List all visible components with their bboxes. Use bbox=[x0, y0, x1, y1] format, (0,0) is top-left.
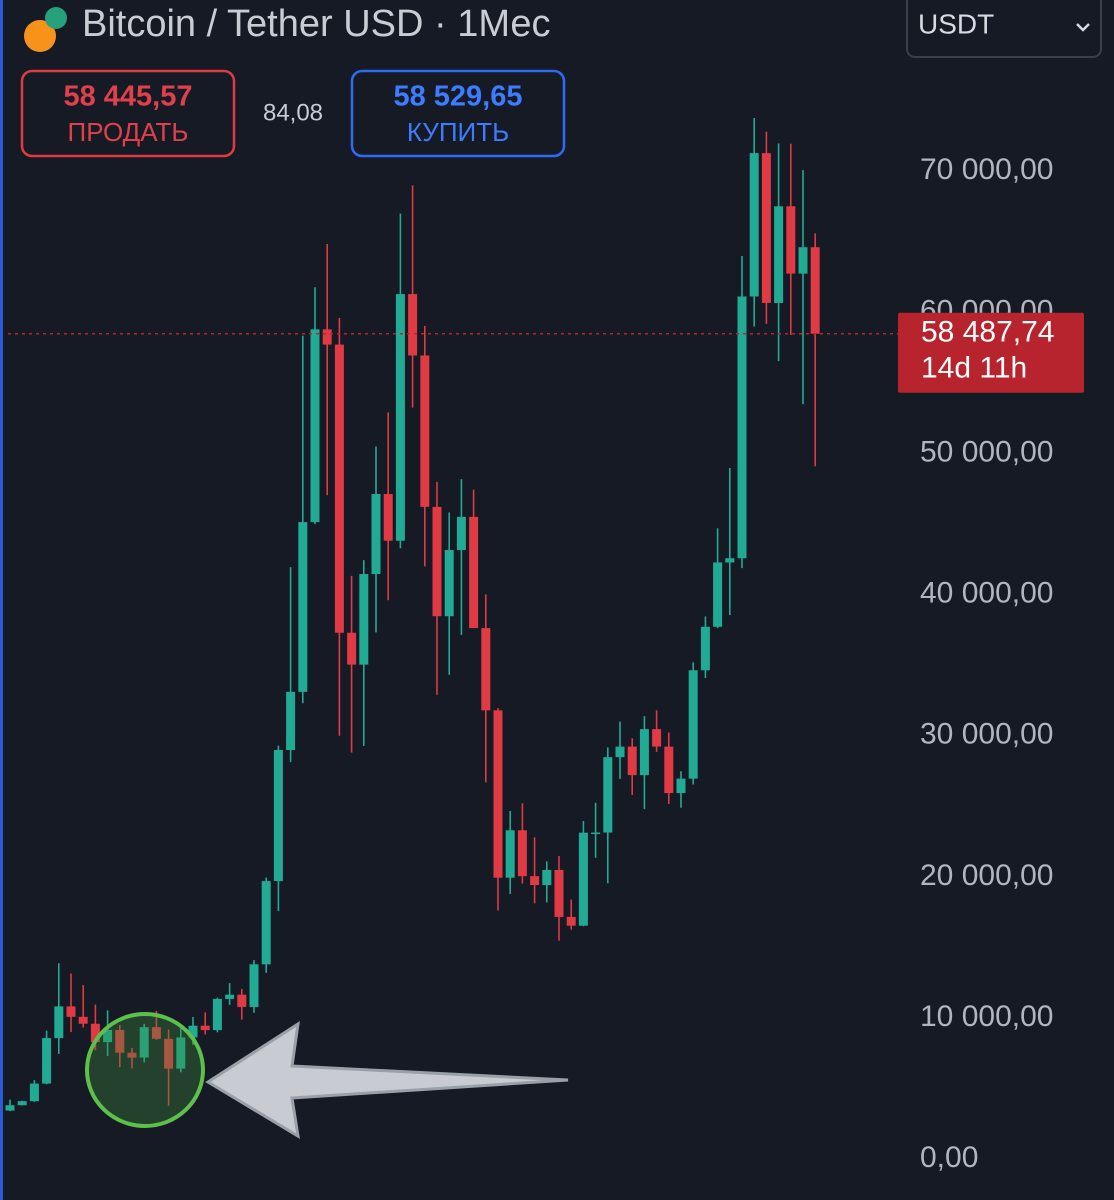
candle-body bbox=[639, 729, 649, 776]
candle-body bbox=[725, 558, 735, 563]
symbol-title: Bitcoin / Tether USD · 1Мес bbox=[82, 3, 551, 45]
candle-body bbox=[237, 994, 247, 1007]
candle-body bbox=[383, 494, 393, 541]
candle-body bbox=[310, 329, 320, 523]
candle-body bbox=[347, 632, 357, 665]
candle-body bbox=[78, 1016, 88, 1024]
candle-body bbox=[66, 1006, 76, 1017]
candle-body bbox=[688, 670, 698, 779]
candle-body bbox=[261, 881, 271, 965]
candle-body bbox=[456, 516, 466, 551]
frame-edge bbox=[0, 0, 3, 1200]
candle-body bbox=[200, 1025, 210, 1031]
candle-body bbox=[54, 1006, 64, 1039]
candle-body bbox=[334, 344, 344, 633]
candle-body bbox=[420, 355, 430, 507]
candle-body bbox=[493, 710, 503, 878]
candle-body bbox=[444, 550, 454, 617]
candle-body bbox=[212, 998, 222, 1031]
candle-body bbox=[615, 746, 625, 758]
last-price-label: 58 487,74 bbox=[921, 316, 1054, 349]
candle-body bbox=[273, 750, 283, 882]
candle-body bbox=[517, 830, 527, 877]
candle-body bbox=[578, 832, 588, 926]
candle-body bbox=[591, 832, 601, 835]
candle-body bbox=[554, 869, 564, 917]
y-tick-label: 0,00 bbox=[920, 1141, 978, 1174]
buy-label: КУПИТЬ bbox=[407, 117, 509, 147]
candle-body bbox=[249, 964, 259, 1007]
candle-body bbox=[151, 1027, 161, 1039]
candle-body bbox=[90, 1023, 100, 1043]
candle-body bbox=[359, 574, 369, 665]
y-tick-label: 20 000,00 bbox=[920, 859, 1053, 892]
candle-body bbox=[395, 294, 405, 541]
spread: 84,08 bbox=[263, 99, 323, 126]
candle-body bbox=[225, 994, 235, 999]
candle-body bbox=[700, 626, 710, 671]
candle-body bbox=[115, 1029, 125, 1053]
candle-body bbox=[5, 1105, 15, 1111]
sell-price: 58 445,57 bbox=[63, 81, 192, 113]
candle-body bbox=[42, 1038, 52, 1084]
candle-body bbox=[298, 522, 308, 692]
candle-body bbox=[737, 296, 747, 559]
candle-body bbox=[652, 729, 662, 747]
candle-body bbox=[566, 916, 576, 926]
candle-body bbox=[810, 247, 820, 334]
candle-body bbox=[530, 876, 540, 886]
candle-body bbox=[432, 506, 442, 617]
candle-body bbox=[774, 206, 784, 303]
candle-body bbox=[749, 153, 759, 297]
candle-body bbox=[139, 1027, 149, 1058]
sell-label: ПРОДАТЬ bbox=[68, 117, 189, 147]
candle-body bbox=[505, 830, 515, 878]
candle-body bbox=[371, 494, 381, 575]
y-tick-label: 40 000,00 bbox=[920, 577, 1053, 610]
tether-icon bbox=[45, 7, 67, 29]
buy-price: 58 529,65 bbox=[393, 81, 522, 113]
candle-body bbox=[322, 329, 332, 345]
last-price-tag bbox=[898, 312, 1084, 393]
sell-button[interactable] bbox=[20, 69, 236, 158]
candle-body bbox=[188, 1025, 198, 1038]
candle-body bbox=[469, 516, 479, 629]
bitcoin-icon bbox=[24, 20, 56, 52]
dropdown-chevron bbox=[1076, 23, 1090, 32]
pointer-arrow bbox=[205, 1020, 569, 1139]
candle-body bbox=[17, 1101, 27, 1106]
candle-body bbox=[103, 1029, 113, 1043]
candle-body bbox=[761, 153, 771, 303]
candle-body bbox=[542, 869, 552, 886]
highlight-ellipse bbox=[85, 1012, 205, 1128]
buy-button[interactable] bbox=[350, 69, 566, 158]
candle-body bbox=[408, 294, 418, 356]
y-tick-label: 50 000,00 bbox=[920, 435, 1053, 468]
currency-label: USDT bbox=[918, 8, 994, 39]
y-tick-label: 70 000,00 bbox=[920, 153, 1053, 186]
candle-body bbox=[676, 778, 686, 794]
candle-body bbox=[164, 1038, 174, 1069]
y-tick-label: 30 000,00 bbox=[920, 718, 1053, 751]
candle-body bbox=[481, 628, 491, 711]
y-tick-label: 10 000,00 bbox=[920, 1000, 1053, 1033]
currency-select[interactable] bbox=[906, 0, 1102, 58]
candle-body bbox=[127, 1052, 137, 1058]
candle-body bbox=[664, 746, 674, 794]
candle-body bbox=[798, 247, 808, 274]
candle-body bbox=[286, 691, 296, 750]
candle-body bbox=[29, 1083, 39, 1102]
candle-body bbox=[627, 746, 637, 776]
candle-countdown: 14d 11h bbox=[921, 352, 1027, 385]
candle-body bbox=[603, 757, 613, 833]
candle-body bbox=[176, 1037, 186, 1069]
candle-body bbox=[713, 562, 723, 627]
candle-body bbox=[786, 206, 796, 274]
